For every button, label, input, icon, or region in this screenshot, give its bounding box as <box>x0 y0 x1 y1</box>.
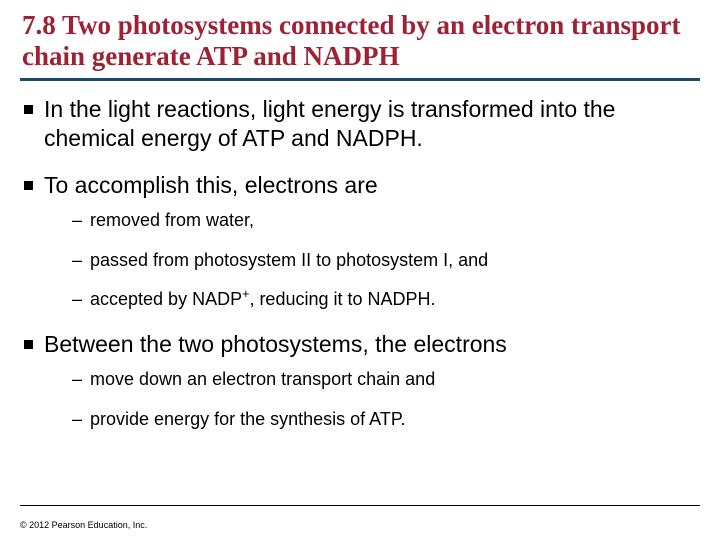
bullet-3: Between the two photosystems, the electr… <box>22 330 698 432</box>
title-underline <box>20 78 700 81</box>
bullet-2: To accomplish this, electrons are remove… <box>22 171 698 312</box>
bullet-3-sub-1-text: move down an electron transport chain an… <box>90 369 435 389</box>
bullet-1: In the light reactions, light energy is … <box>22 95 698 153</box>
bullet-3-sub-1: move down an electron transport chain an… <box>72 368 698 391</box>
bullet-2-sub-3: accepted by NADP+, reducing it to NADPH. <box>72 288 698 311</box>
bullet-3-text: Between the two photosystems, the electr… <box>44 331 507 357</box>
copyright-text: © 2012 Pearson Education, Inc. <box>20 520 147 530</box>
bullet-2-text: To accomplish this, electrons are <box>44 172 378 198</box>
bullet-2-sub-2: passed from photosystem II to photosyste… <box>72 249 698 272</box>
bullet-2-sub-3-post: , reducing it to NADPH. <box>249 289 435 309</box>
bullet-2-sublist: removed from water, passed from photosys… <box>44 209 698 311</box>
slide-title: 7.8 Two photosystems connected by an ele… <box>20 10 700 72</box>
bullet-2-sub-3-pre: accepted by NADP <box>90 289 242 309</box>
bullet-2-sub-1-text: removed from water, <box>90 210 254 230</box>
main-bullet-list: In the light reactions, light energy is … <box>20 95 700 431</box>
bullet-1-text: In the light reactions, light energy is … <box>44 96 615 151</box>
slide: 7.8 Two photosystems connected by an ele… <box>0 0 720 540</box>
bullet-2-sub-2-text: passed from photosystem II to photosyste… <box>90 250 488 270</box>
footer-rule <box>20 505 700 506</box>
bullet-3-sub-2-text: provide energy for the synthesis of ATP. <box>90 409 406 429</box>
bullet-3-sub-2: provide energy for the synthesis of ATP. <box>72 408 698 431</box>
bullet-3-sublist: move down an electron transport chain an… <box>44 368 698 431</box>
bullet-2-sub-1: removed from water, <box>72 209 698 232</box>
